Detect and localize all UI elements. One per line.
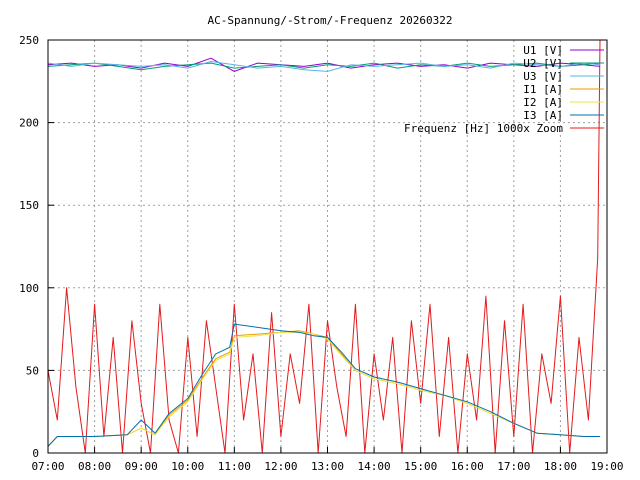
series-line-1: [47, 62, 601, 71]
y-tick-label: 150: [19, 199, 39, 212]
legend-label: I1 [A]: [523, 83, 563, 96]
legend-label: Frequenz [Hz] 1000x Zoom: [404, 122, 563, 135]
legend-label: I2 [A]: [523, 96, 563, 109]
y-tick-label: 0: [32, 447, 39, 460]
x-tick-label: 17:00: [497, 460, 530, 473]
x-tick-label: 16:00: [451, 460, 484, 473]
legend-label: I3 [A]: [523, 109, 563, 122]
series-line-5: [47, 323, 600, 447]
x-tick-label: 19:00: [590, 460, 623, 473]
chart-title: AC-Spannung/-Strom/-Frequenz 20260322: [207, 14, 452, 27]
y-tick-label: 50: [26, 364, 39, 377]
legend-label: U1 [V]: [523, 44, 563, 57]
x-tick-label: 13:00: [311, 460, 344, 473]
x-tick-label: 18:00: [544, 460, 577, 473]
y-tick-label: 250: [19, 34, 39, 47]
series-line-2: [47, 61, 601, 72]
y-tick-label: 100: [19, 282, 39, 295]
x-tick-label: 09:00: [125, 460, 158, 473]
x-tick-label: 08:00: [78, 460, 111, 473]
axes: 07:00 08:00 09:00 10:00 11:00 12:00 13:00 14:00…: [19, 34, 623, 473]
grid: [48, 40, 607, 453]
x-tick-label: 14:00: [358, 460, 391, 473]
series-layer: [47, 39, 601, 454]
legend-label: U2 [V]: [523, 57, 563, 70]
series-line-4: [47, 331, 600, 447]
y-tick-label: 200: [19, 117, 39, 130]
x-tick-label: 11:00: [218, 460, 251, 473]
series-line-6: [47, 39, 601, 454]
x-tick-label: 15:00: [404, 460, 437, 473]
x-tick-label: 07:00: [31, 460, 64, 473]
x-tick-label: 12:00: [264, 460, 297, 473]
legend: U1 [V]U2 [V]U3 [V]I1 [A]I2 [A]I3 [A]Freq…: [404, 44, 604, 135]
x-tick-label: 10:00: [171, 460, 204, 473]
plot-frame: [47, 39, 608, 454]
legend-label: U3 [V]: [523, 70, 563, 83]
